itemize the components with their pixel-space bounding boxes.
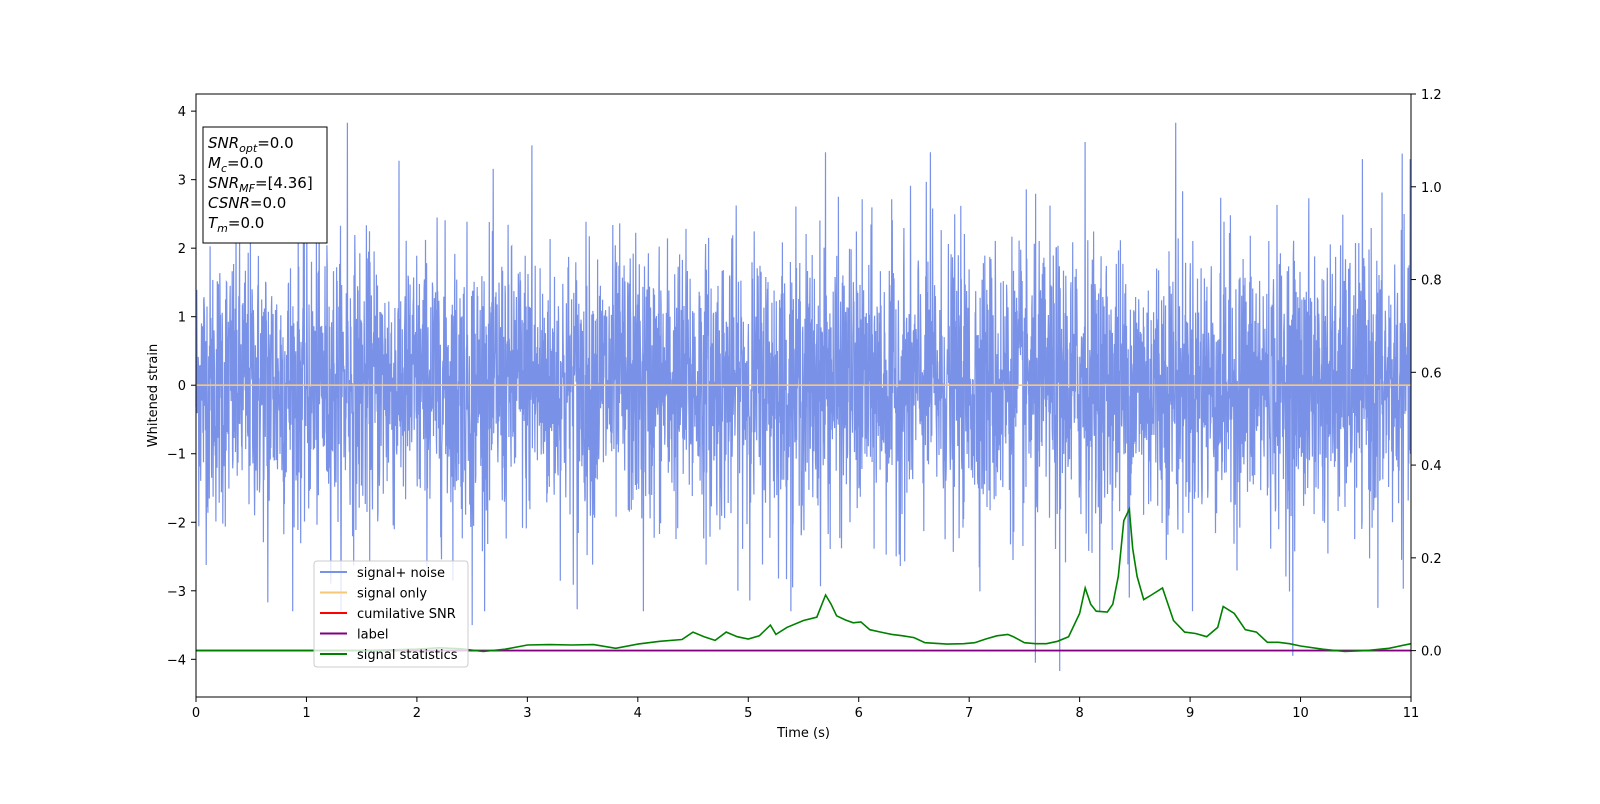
y-axis-label: Whitened strain (146, 344, 161, 447)
x-tick-label: 11 (1403, 706, 1420, 721)
y2-axis: 0.0 0.2 0.4 0.6 0.8 1.0 1.2 (1411, 88, 1442, 660)
y2-tick-label: 0.8 (1421, 274, 1442, 289)
x-tick-label: 8 (1075, 706, 1083, 721)
y2-tick-label: 1.2 (1421, 88, 1442, 103)
series-signal-statistics-line (196, 506, 1412, 653)
y-tick-label: 1 (178, 311, 186, 326)
legend-frame (313, 560, 469, 668)
noise-layer (195, 122, 1412, 672)
x-tick-label: 0 (192, 706, 200, 721)
plot-frame (195, 93, 1412, 698)
y2-tick-label: 1.0 (1421, 181, 1442, 196)
x-tick-label: 2 (413, 706, 421, 721)
x-tick-label: 7 (965, 706, 973, 721)
y2-tick-label: 0.0 (1421, 645, 1442, 660)
annotation-line: SNRopt=0.0 (208, 134, 294, 155)
y-tick-label: 0 (178, 379, 186, 394)
legend-label: signal only (357, 587, 427, 602)
x-tick-label: 5 (744, 706, 752, 721)
x-axis: 0 1 2 3 4 5 6 7 8 9 10 11 (192, 697, 1419, 721)
y-tick-label: −1 (167, 448, 186, 463)
annotation-line: Mc=0.0 (208, 154, 263, 175)
x-tick-label: 6 (855, 706, 863, 721)
x-axis-label: Time (s) (776, 726, 830, 741)
x-tick-label: 3 (523, 706, 531, 721)
x-tick-label: 9 (1186, 706, 1194, 721)
annotation-line: SNRMF=[4.36] (208, 174, 313, 195)
y-tick-label: −2 (167, 516, 186, 531)
legend-label: label (357, 628, 388, 643)
legend: signal+ noise signal only cumilative SNR la… (313, 560, 469, 668)
annotation-line: Tm=0.0 (208, 214, 264, 235)
annotation-line: CSNR=0.0 (208, 194, 286, 212)
y-tick-label: 2 (178, 242, 186, 257)
x-tick-label: 4 (634, 706, 642, 721)
y-tick-label: −3 (167, 585, 186, 600)
x-tick-label: 10 (1292, 706, 1309, 721)
series-signal-noise-line (195, 122, 1412, 672)
y2-tick-label: 0.6 (1421, 366, 1442, 381)
y2-tick-label: 0.4 (1421, 459, 1442, 474)
y-axis: −4 −3 −2 −1 0 1 2 3 4 (167, 105, 196, 668)
legend-label: cumilative SNR (357, 607, 456, 622)
annotation-frame (202, 126, 328, 244)
y2-tick-label: 0.2 (1421, 552, 1442, 567)
y-tick-label: −4 (167, 653, 186, 668)
y-tick-label: 4 (178, 105, 186, 120)
legend-label: signal+ noise (357, 566, 445, 581)
y-tick-label: 3 (178, 174, 186, 189)
x-tick-label: 1 (302, 706, 310, 721)
legend-label: signal statistics (357, 648, 458, 663)
